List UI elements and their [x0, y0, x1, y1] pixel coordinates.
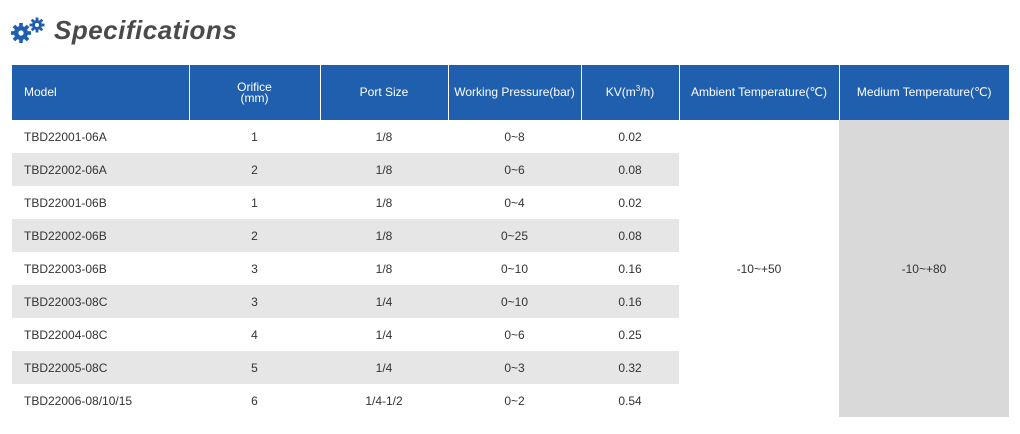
col-header-kv: KV(m3/h) [580, 65, 679, 120]
cell-kv: 0.54 [618, 393, 642, 408]
cell-orifice: 6 [251, 393, 258, 408]
cell-working-pressure: 0~6 [448, 153, 581, 186]
table-row: TBD22005-08C 5 1/4 0~3 0.32 [12, 351, 1009, 384]
table-row: TBD22002-06B 2 1/8 0~25 0.08 [12, 219, 1009, 252]
cell-orifice: 5 [189, 351, 320, 384]
table-row: TBD22003-08C 3 1/4 0~10 0.16 [12, 285, 1009, 318]
col-header-orifice-line1: Orifice [237, 79, 272, 94]
cell-model: TBD22003-06B [24, 261, 107, 276]
col-header-orifice-line2: (mm) [240, 90, 269, 105]
col-header-ambient-temperature: Ambient Temperature(℃) [678, 65, 839, 120]
gears-icon [11, 17, 45, 43]
cell-kv: 0.08 [581, 219, 679, 252]
cell-working-pressure: 0~4 [504, 195, 525, 210]
col-header-medium-temperature: Medium Temperature(℃) [838, 65, 1009, 120]
cell-port-size: 1/4 [375, 327, 393, 342]
cell-model: TBD22003-08C [12, 285, 189, 318]
table-row: TBD22006-08/10/15 6 1/4-1/2 0~2 0.54 [12, 384, 1009, 417]
cell-kv: 0.16 [581, 285, 679, 318]
cell-port-size: 1/8 [375, 129, 393, 144]
table-row: TBD22001-06A 1 1/8 0~8 0.02 -10~+50 -10~+80 [12, 120, 1009, 417]
cell-working-pressure: 0~10 [448, 285, 581, 318]
col-header-working-pressure: Working Pressure(bar) [447, 65, 581, 120]
cell-orifice: 4 [251, 327, 258, 342]
cell-kv: 0.32 [581, 351, 679, 384]
cell-model: TBD22001-06B [24, 195, 107, 210]
cell-orifice: 3 [189, 285, 320, 318]
cell-working-pressure: 0~2 [504, 393, 525, 408]
cell-port-size: 1/8 [320, 219, 448, 252]
cell-working-pressure: 0~25 [448, 219, 581, 252]
cell-model: TBD22005-08C [12, 351, 189, 384]
cell-working-pressure: 0~8 [504, 129, 525, 144]
cell-port-size: 1/4 [320, 285, 448, 318]
cell-port-size: 1/8 [320, 153, 448, 186]
cell-working-pressure: 0~10 [500, 261, 529, 276]
col-header-kv-prefix: KV(m [605, 85, 636, 99]
cell-kv: 0.08 [581, 153, 679, 186]
cell-port-size: 1/8 [375, 195, 393, 210]
table-row: TBD22002-06A 2 1/8 0~6 0.08 [12, 153, 1009, 186]
col-header-kv-sup: 3 [635, 84, 641, 93]
table-header-row: Model Orifice (mm) Port Size Working Pre… [12, 65, 1009, 120]
cell-kv: 0.25 [618, 327, 642, 342]
table-row: TBD22003-06B 3 1/8 0~10 0.16 [12, 252, 1009, 285]
section-heading: Specifications [10, 12, 237, 48]
table-row: TBD22001-06B 1 1/8 0~4 0.02 [12, 186, 1009, 219]
col-header-orifice: Orifice (mm) [188, 65, 320, 120]
cell-model: TBD22006-08/10/15 [24, 393, 133, 408]
cell-orifice: 2 [189, 153, 320, 186]
cell-port-size: 1/4 [320, 351, 448, 384]
cell-orifice: 1 [251, 129, 258, 144]
cell-model: TBD22002-06B [12, 219, 189, 252]
cell-port-size: 1/4-1/2 [365, 393, 403, 408]
cell-orifice: 1 [251, 195, 258, 210]
specifications-table: Model Orifice (mm) Port Size Working Pre… [12, 65, 1009, 417]
cell-working-pressure: 0~6 [504, 327, 525, 342]
cell-orifice: 2 [189, 219, 320, 252]
col-header-model: Model [12, 65, 189, 120]
cell-kv: 0.02 [618, 195, 642, 210]
col-header-kv-suffix: /h) [640, 85, 655, 99]
table-row: TBD22004-08C 4 1/4 0~6 0.25 [12, 318, 1009, 351]
cell-ambient-temperature: -10~+50 [679, 120, 839, 417]
page-title: Specifications [54, 14, 238, 45]
cell-orifice: 3 [251, 261, 258, 276]
cell-model: TBD22002-06A [12, 153, 189, 186]
cell-model: TBD22004-08C [24, 327, 108, 342]
col-header-port-size: Port Size [319, 65, 448, 120]
cell-medium-temperature: -10~+80 [839, 120, 1009, 417]
cell-model: TBD22001-06A [24, 129, 107, 144]
cell-working-pressure: 0~3 [448, 351, 581, 384]
cell-kv: 0.16 [618, 261, 642, 276]
cell-kv: 0.02 [618, 129, 642, 144]
cell-port-size: 1/8 [375, 261, 393, 276]
